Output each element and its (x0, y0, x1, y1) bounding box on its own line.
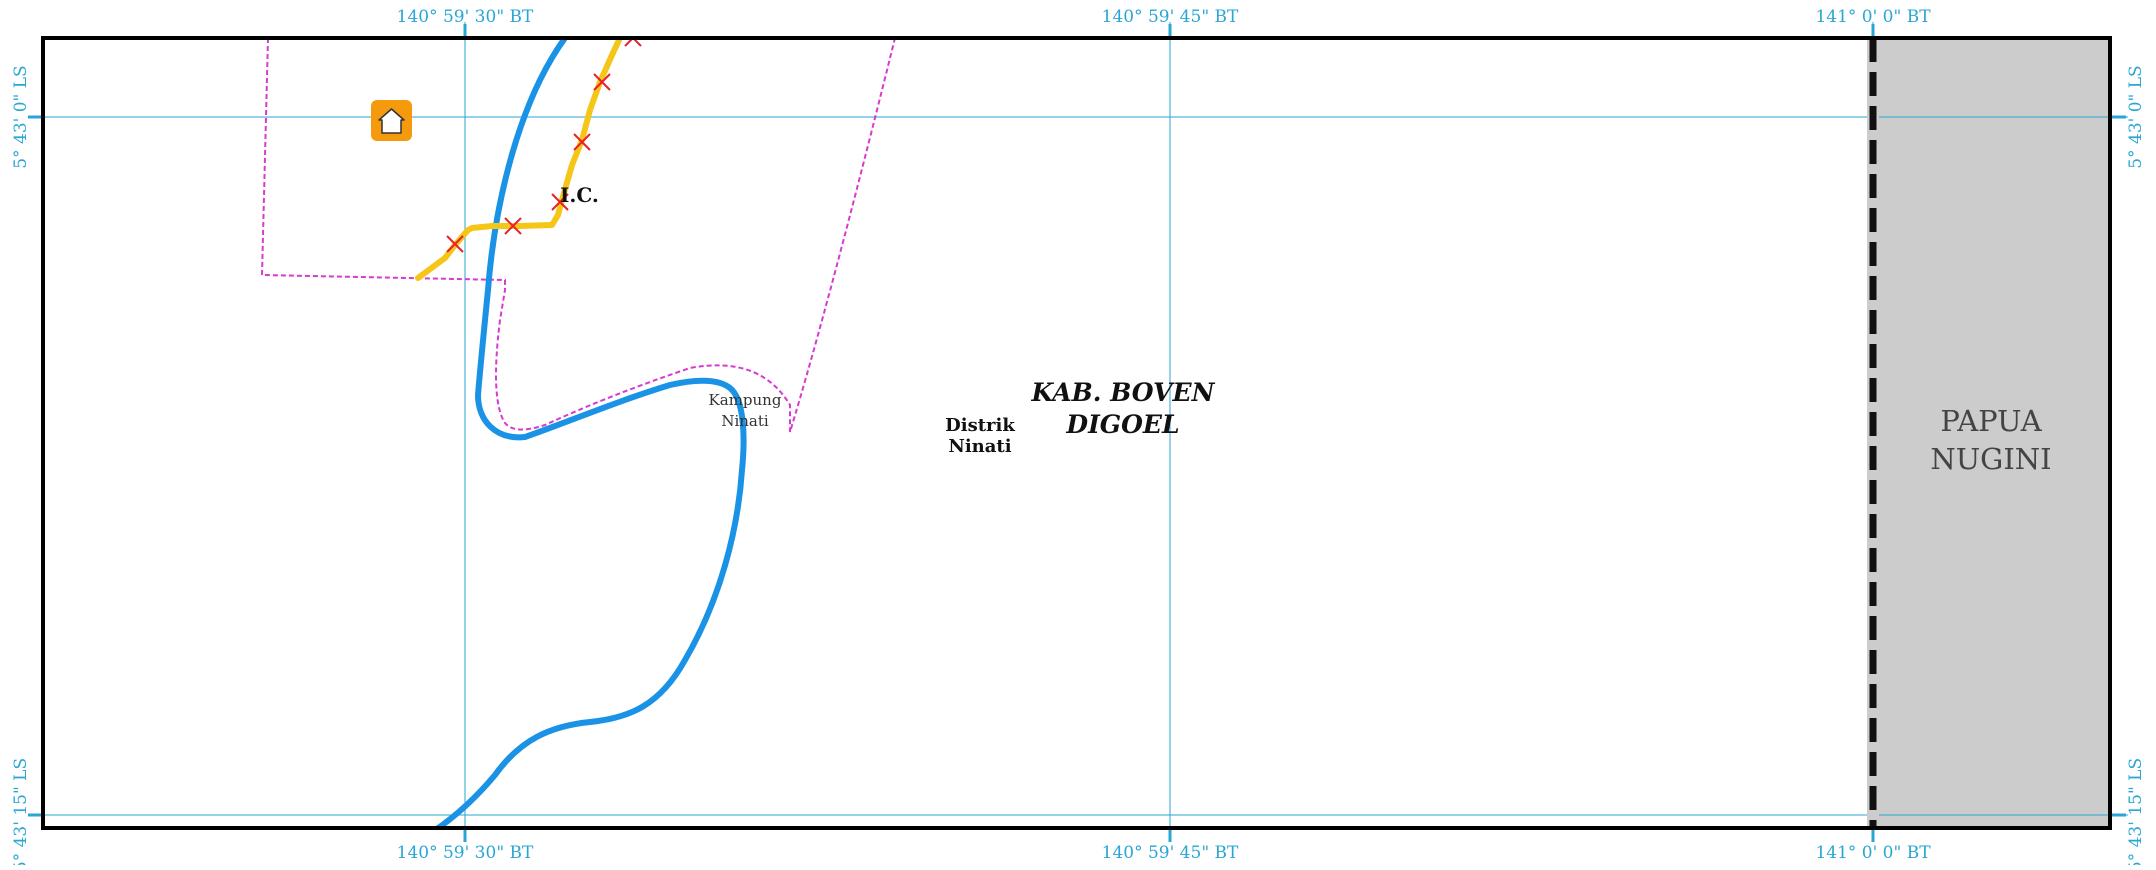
cross-marker-icon (593, 73, 611, 91)
foreign-territory (1872, 38, 2110, 828)
regency-label: KAB. BOVEN DIGOEL (1031, 378, 1216, 439)
lon-label-bottom-1: 140° 59' 30" BT (397, 843, 534, 863)
cross-marker-icon (504, 217, 522, 235)
road (415, 38, 623, 281)
village-boundary-north (260, 38, 896, 433)
latitude-labels-left: 5° 43' 0" LS 5° 43' 15" LS (11, 65, 31, 870)
lat-label-left-2: 5° 43' 15" LS (11, 758, 31, 865)
country-label-line-1: PAPUA (1940, 404, 2042, 438)
house-icon[interactable] (371, 100, 412, 141)
village-label: Kampung Ninati (709, 391, 782, 430)
lon-label-top-1: 140° 59' 30" BT (397, 7, 534, 27)
lon-label-bottom-2: 140° 59' 45" BT (1102, 843, 1239, 863)
regency-label-line-2: DIGOEL (1065, 410, 1179, 439)
map-frame (41, 36, 2112, 830)
cross-marker-icon (624, 38, 642, 47)
country-label: PAPUA NUGINI (1930, 404, 2051, 476)
longitude-labels-bottom: 140° 59' 30" BT 140° 59' 45" BT 141° 0' … (397, 843, 1932, 863)
longitude-labels-top: 140° 59' 30" BT 140° 59' 45" BT 141° 0' … (397, 7, 1932, 27)
lon-label-top-3: 141° 0' 0" BT (1815, 7, 1931, 27)
regency-label-line-1: KAB. BOVEN (1031, 378, 1216, 407)
latitude-labels-right: 5° 43' 0" LS 5° 43' 15" LS (2126, 65, 2146, 870)
cross-marker-icon (573, 133, 591, 151)
road-markers (446, 38, 642, 253)
district-label-line-2: Ninati (948, 436, 1011, 457)
river (433, 38, 747, 828)
lon-label-top-2: 140° 59' 45" BT (1102, 7, 1239, 27)
cross-marker-icon (551, 193, 569, 211)
district-label-line-1: Distrik (945, 415, 1015, 436)
village-label-line-2: Ninati (721, 412, 769, 430)
lat-label-left-1: 5° 43' 0" LS (11, 65, 31, 168)
country-label-line-2: NUGINI (1930, 442, 2051, 476)
lon-label-bottom-3: 141° 0' 0" BT (1815, 843, 1931, 863)
district-label: Distrik Ninati (945, 415, 1015, 457)
lat-label-right-2: 5° 43' 15" LS (2126, 758, 2146, 865)
village-label-line-1: Kampung (709, 391, 782, 409)
crossing-label: I.C. (560, 183, 599, 207)
cross-marker-icon (446, 235, 464, 253)
lat-label-right-1: 5° 43' 0" LS (2126, 65, 2146, 168)
